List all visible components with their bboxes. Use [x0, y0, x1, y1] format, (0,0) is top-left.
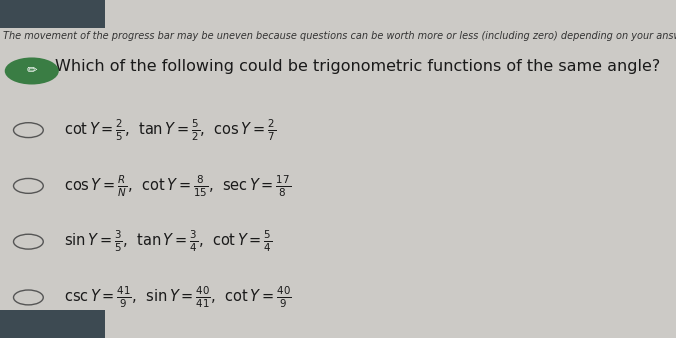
Circle shape — [5, 57, 59, 84]
Bar — [0, 0, 105, 28]
Text: $\sin Y = \frac{3}{5}$,  $\tan Y = \frac{3}{4}$,  $\cot Y = \frac{5}{4}$: $\sin Y = \frac{3}{5}$, $\tan Y = \frac{… — [64, 229, 272, 255]
Text: ✏: ✏ — [26, 65, 37, 77]
Text: $\cot Y = \frac{2}{5}$,  $\tan Y = \frac{5}{2}$,  $\cos Y = \frac{2}{7}$: $\cot Y = \frac{2}{5}$, $\tan Y = \frac{… — [64, 117, 276, 143]
Text: $\cos Y = \frac{R}{N}$,  $\cot Y = \frac{8}{15}$,  $\sec Y = \frac{17}{8}$: $\cos Y = \frac{R}{N}$, $\cot Y = \frac{… — [64, 173, 291, 199]
Text: The movement of the progress bar may be uneven because questions can be worth mo: The movement of the progress bar may be … — [3, 31, 676, 41]
Text: $\csc Y = \frac{41}{9}$,  $\sin Y = \frac{40}{41}$,  $\cot Y = \frac{40}{9}$: $\csc Y = \frac{41}{9}$, $\sin Y = \frac… — [64, 285, 292, 310]
Text: Which of the following could be trigonometric functions of the same angle?: Which of the following could be trigonom… — [55, 59, 660, 74]
Bar — [0, 310, 105, 338]
